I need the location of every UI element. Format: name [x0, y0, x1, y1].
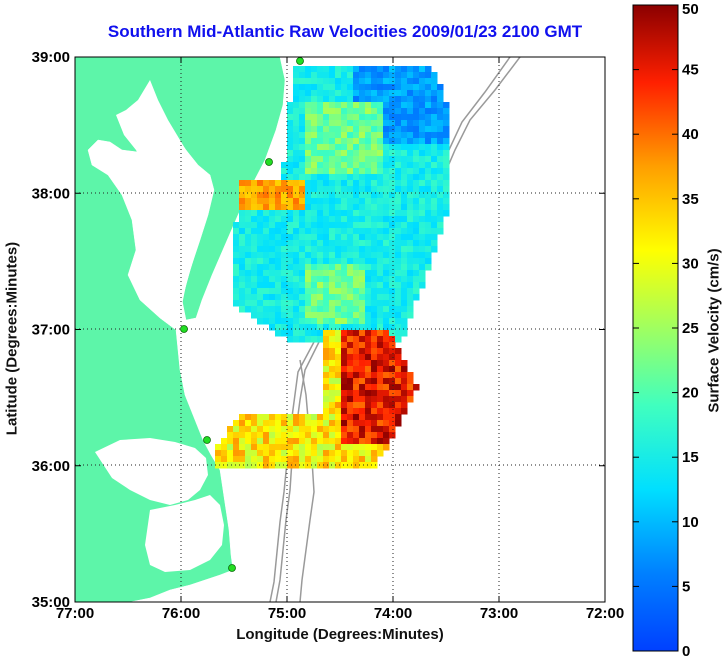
- x-axis-label: Longitude (Degrees:Minutes): [236, 626, 444, 643]
- colorbar: [632, 4, 679, 652]
- station-marker: [296, 57, 304, 65]
- y-axis: 39:00 38:00 37:00 36:00 35:00: [32, 49, 605, 611]
- pamlico-sound: [145, 495, 224, 572]
- x-tick-label: 73:00: [480, 605, 518, 622]
- velocity-field: [215, 66, 450, 469]
- y-tick-label: 35:00: [32, 594, 70, 611]
- radar-stations: [180, 57, 304, 572]
- station-marker: [228, 564, 236, 572]
- grid-lines: [75, 57, 605, 602]
- map-title: Southern Mid-Atlantic Raw Velocities 200…: [107, 22, 583, 41]
- colorbar-tick-label: 15: [682, 449, 699, 466]
- colorbar-label: Surface Velocity (cm/s): [705, 248, 723, 413]
- y-tick-label: 36:00: [32, 458, 70, 475]
- y-axis-label: Latitude (Degrees:Minutes): [3, 241, 21, 436]
- colorbar-tick-label: 25: [682, 320, 699, 337]
- colorbar-tick-label: 40: [682, 126, 699, 143]
- colorbar-tick-label: 35: [682, 191, 699, 208]
- colorbar-tick-label: 45: [682, 62, 699, 79]
- colorbar-tick-label: 10: [682, 514, 699, 531]
- albemarle-sound: [95, 438, 208, 505]
- colorbar-tick-label: 30: [682, 255, 699, 272]
- x-tick-label: 74:00: [374, 605, 412, 622]
- colorbar-tick-label: 50: [682, 1, 699, 18]
- colorbar-tick-label: 0: [682, 643, 690, 659]
- station-marker: [180, 325, 188, 333]
- x-tick-label: 76:00: [162, 605, 200, 622]
- y-tick-label: 37:00: [32, 322, 70, 339]
- x-tick-label: 72:00: [586, 605, 624, 622]
- colorbar-tick-label: 5: [682, 578, 690, 595]
- x-tick-label: 75:00: [268, 605, 306, 622]
- station-marker: [265, 158, 273, 166]
- chesapeake-bay: [116, 80, 206, 318]
- y-tick-label: 39:00: [32, 49, 70, 66]
- x-axis: 77:00 76:00 75:00 74:00 73:00 72:00: [56, 57, 624, 622]
- y-tick-label: 38:00: [32, 185, 70, 202]
- station-marker: [203, 436, 211, 444]
- x-tick-label: 77:00: [56, 605, 94, 622]
- colorbar-tick-label: 20: [682, 385, 699, 402]
